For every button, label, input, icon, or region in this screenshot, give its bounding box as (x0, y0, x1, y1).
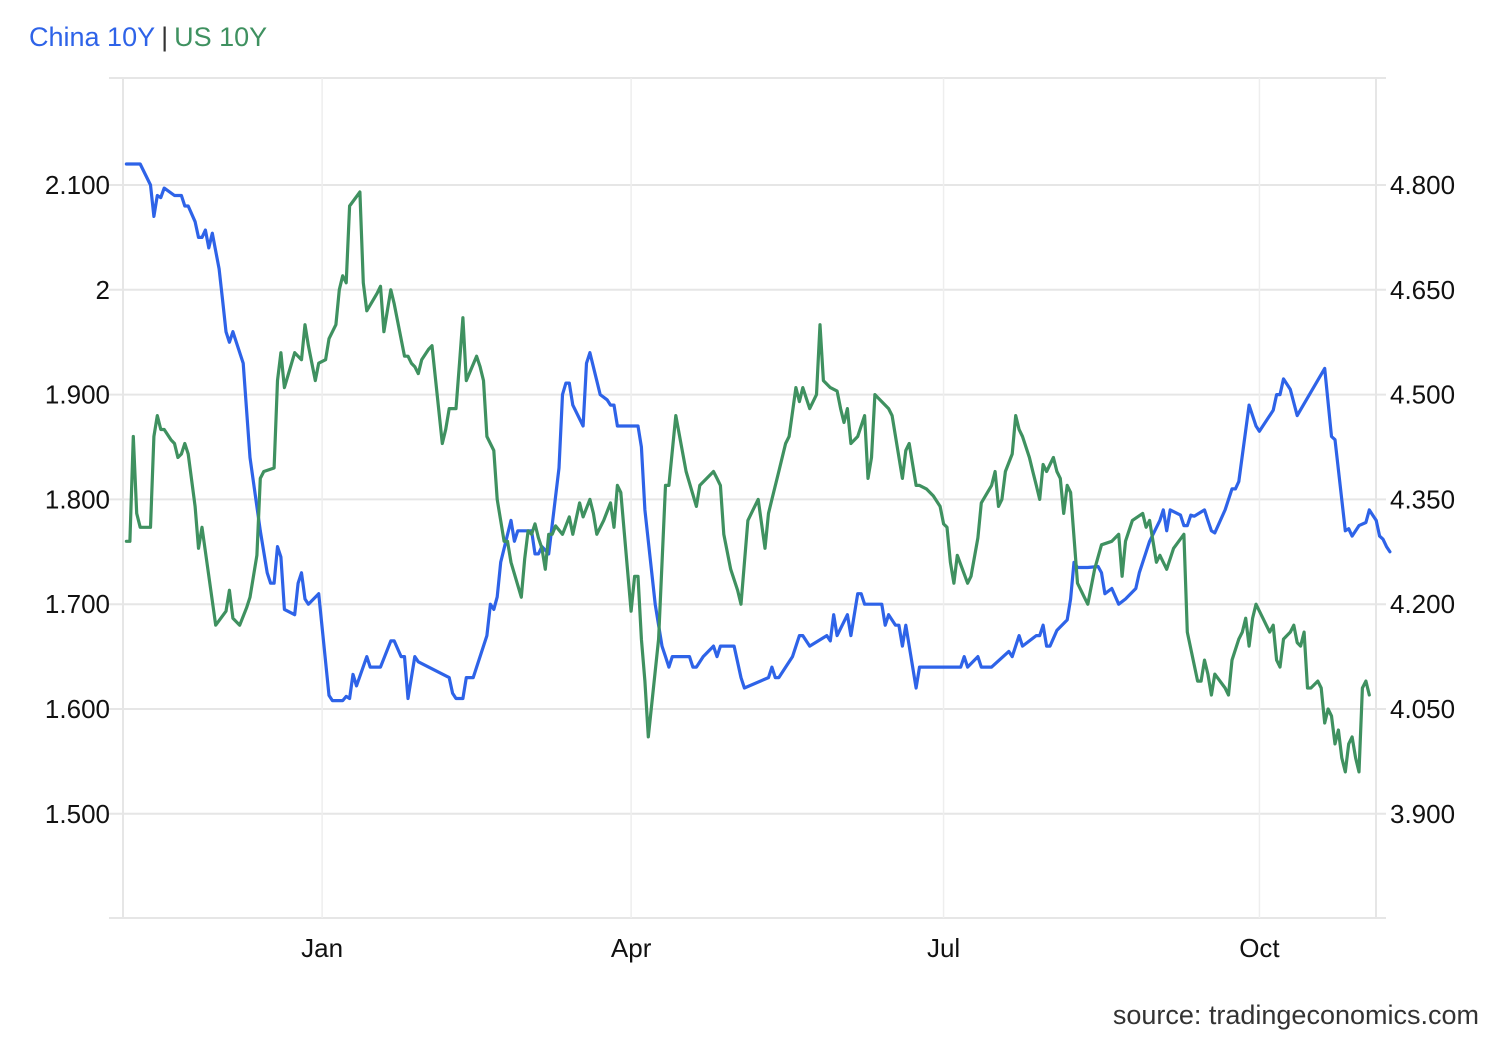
x-tick-label: Oct (1239, 933, 1280, 963)
y-right-tick-label: 3.900 (1390, 799, 1455, 829)
y-axis-right: 4.800 4.650 4.500 4.350 4.200 4.050 3.900 (1390, 170, 1455, 829)
y-left-tick-label: 2.100 (45, 170, 110, 200)
x-tick-label: Jan (301, 933, 343, 963)
y-right-tick-label: 4.800 (1390, 170, 1455, 200)
y-left-tick-label: 1.700 (45, 589, 110, 619)
us-10y-line[interactable] (124, 190, 1371, 774)
y-right-tick-label: 4.650 (1390, 275, 1455, 305)
series-lines (124, 162, 1392, 774)
gridlines (109, 77, 1386, 919)
y-right-tick-label: 4.350 (1390, 484, 1455, 514)
y-left-tick-label: 1.500 (45, 799, 110, 829)
y-right-tick-label: 4.200 (1390, 589, 1455, 619)
x-axis: Jan Apr Jul Oct (301, 933, 1280, 963)
x-tick-label: Apr (611, 933, 652, 963)
legend-china-10y[interactable]: China 10Y (29, 22, 156, 52)
chart-legend: China 10Y | US 10Y (29, 22, 267, 53)
y-left-tick-label: 1.900 (45, 380, 110, 410)
x-tick-label: Jul (927, 933, 960, 963)
y-left-tick-label: 1.600 (45, 694, 110, 724)
y-right-tick-label: 4.050 (1390, 694, 1455, 724)
legend-separator: | (161, 22, 169, 52)
source-attribution[interactable]: source: tradingeconomics.com (1112, 1000, 1479, 1030)
china-10y-line[interactable] (124, 162, 1392, 703)
y-right-tick-label: 4.500 (1390, 380, 1455, 410)
y-axis-left: 2.100 2 1.900 1.800 1.700 1.600 1.500 (45, 170, 110, 829)
y-left-tick-label: 1.800 (45, 484, 110, 514)
legend-us-10y[interactable]: US 10Y (174, 22, 268, 52)
y-left-tick-label: 2 (96, 275, 110, 305)
